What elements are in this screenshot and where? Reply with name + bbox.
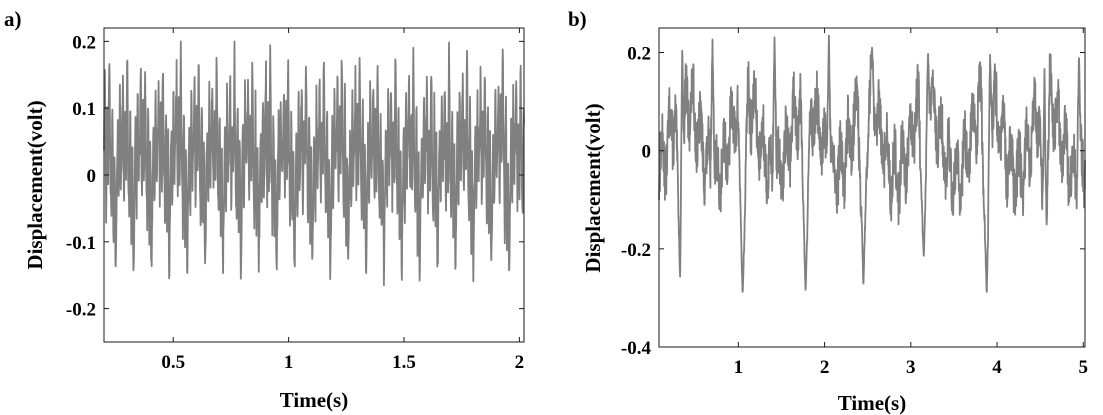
y-tick-label-a: 0 — [87, 166, 97, 187]
x-tick-label-b: 1 — [734, 357, 744, 378]
series-a — [103, 40, 525, 287]
ticks-a: 0.5 1 1.5 2 -0.2 -0.1 0 0.1 0.2 — [66, 28, 524, 373]
x-axis-label-a: Time(s) — [280, 388, 348, 412]
x-tick-label-a: 2 — [515, 352, 525, 373]
series-line-b-0 — [658, 34, 1086, 293]
y-tick-label-b: 0.2 — [627, 44, 651, 65]
x-tick-label-a: 0.5 — [161, 352, 185, 373]
y-tick-label-b: 0 — [642, 142, 652, 163]
series-b — [658, 34, 1086, 293]
x-axis-label-b: Time(s) — [838, 391, 906, 415]
x-tick-label-b: 4 — [992, 357, 1002, 378]
y-tick-label-a: 0.1 — [72, 99, 96, 120]
y-tick-label-a: 0.2 — [72, 32, 96, 53]
x-tick-label-a: 1.5 — [392, 352, 416, 373]
panel-label-a: a) — [4, 7, 22, 31]
plot-frame-a — [103, 27, 525, 343]
y-axis-label-a: Displacement(volt) — [23, 100, 47, 269]
y-tick-label-b: -0.2 — [621, 240, 651, 261]
chart-a: a) 0.5 1 1.5 2 -0.2 -0.1 0 0.1 0.2 Time(s) Displ… — [4, 7, 525, 412]
x-tick-label-b: 5 — [1079, 357, 1089, 378]
y-axis-label-b: Displacement(volt) — [581, 103, 605, 272]
chart-b: b) 1 2 3 4 5 -0.4 -0.2 0 0.2 Time(s) Displacemen… — [568, 7, 1088, 415]
plot-frame-b — [658, 27, 1086, 348]
x-tick-label-b: 3 — [906, 357, 916, 378]
x-tick-label-a: 1 — [284, 352, 294, 373]
x-tick-label-b: 2 — [820, 357, 830, 378]
series-line-a-0 — [103, 40, 525, 287]
panel-label-b: b) — [568, 7, 587, 31]
y-tick-label-a: -0.1 — [66, 233, 96, 254]
y-tick-label-b: -0.4 — [621, 338, 652, 359]
ticks-b: 1 2 3 4 5 -0.4 -0.2 0 0.2 — [621, 28, 1088, 378]
y-tick-label-a: -0.2 — [66, 300, 96, 321]
